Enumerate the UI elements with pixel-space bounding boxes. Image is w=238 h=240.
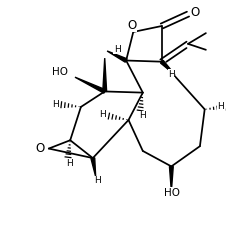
Text: HO: HO bbox=[164, 188, 180, 198]
Text: H: H bbox=[52, 100, 59, 108]
Text: O: O bbox=[128, 19, 137, 32]
Polygon shape bbox=[103, 58, 107, 91]
Text: H: H bbox=[66, 159, 73, 168]
Text: H: H bbox=[168, 70, 175, 78]
Polygon shape bbox=[75, 77, 105, 93]
Text: H: H bbox=[94, 176, 100, 185]
Polygon shape bbox=[169, 166, 173, 192]
Text: H: H bbox=[114, 45, 120, 54]
Text: H: H bbox=[218, 102, 224, 111]
Text: O: O bbox=[191, 6, 200, 19]
Text: HO: HO bbox=[52, 67, 68, 77]
Text: H: H bbox=[139, 111, 146, 120]
Polygon shape bbox=[107, 51, 127, 62]
Polygon shape bbox=[91, 158, 96, 177]
Text: H: H bbox=[99, 110, 106, 119]
Text: O: O bbox=[35, 142, 44, 155]
Polygon shape bbox=[160, 60, 175, 75]
